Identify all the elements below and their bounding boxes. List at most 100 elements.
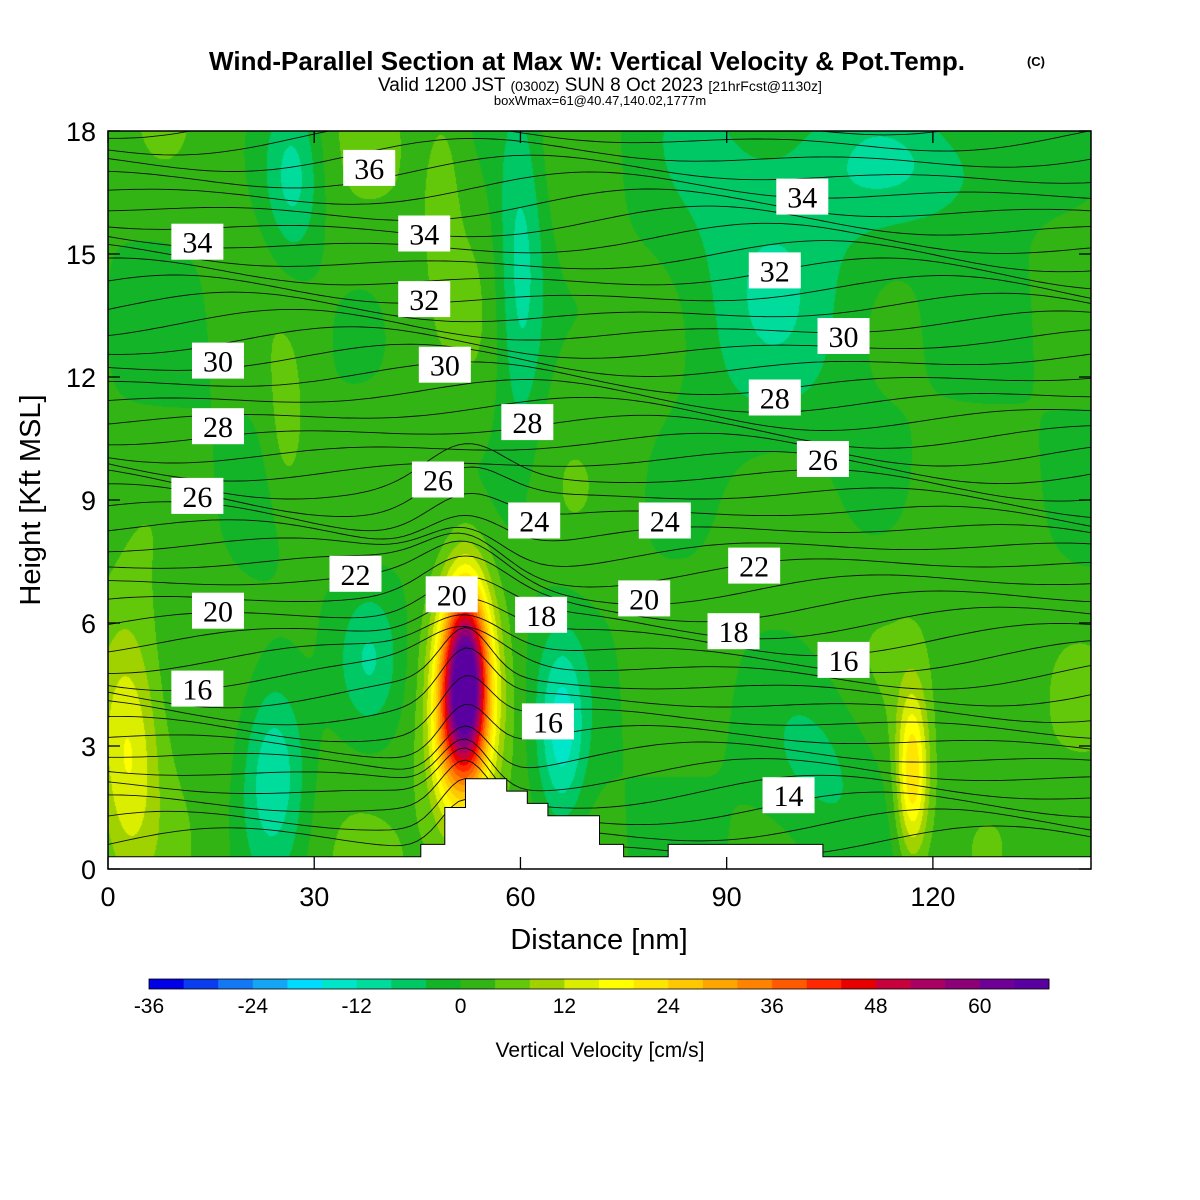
colorbar-swatch — [460, 979, 496, 989]
theta-contour-line — [108, 414, 1091, 449]
theta-contour-label: 20 — [618, 580, 671, 617]
theta-contour-line — [108, 725, 1091, 770]
theta-contour-line — [108, 379, 1091, 414]
box-wmax-info: boxWmax=61@40.47,140.02,1777m — [494, 93, 706, 108]
svg-text:26: 26 — [808, 444, 838, 477]
x-axis-label: Distance [nm] — [510, 924, 687, 956]
y-tick-label: 6 — [81, 609, 96, 639]
svg-text:14: 14 — [774, 780, 804, 813]
valid-forecast: [21hrFcst@1130z] — [708, 78, 822, 94]
theta-contour-label: 22 — [329, 555, 382, 592]
theta-contour-line — [108, 626, 1091, 709]
colorbar-tick-label: 0 — [455, 995, 467, 1018]
y-tick-label: 18 — [66, 117, 96, 147]
theta-contour-line — [108, 647, 1091, 726]
theta-contour-line — [108, 492, 1091, 532]
colorbar-swatch — [391, 979, 427, 989]
theta-contour-label: 18 — [707, 613, 760, 650]
colorbar-swatch — [252, 979, 288, 989]
colorbar-tick-label: 24 — [657, 995, 681, 1018]
colorbar-tick-label: 36 — [760, 995, 783, 1018]
theta-contour-line — [108, 240, 1091, 273]
theta-contour-line — [108, 466, 1091, 518]
theta-contour-line — [108, 188, 1091, 221]
theta-contour-line — [108, 291, 1091, 323]
x-tick-label: 30 — [299, 882, 329, 912]
svg-text:28: 28 — [203, 411, 233, 444]
colorbar-swatch — [599, 979, 635, 989]
svg-text:16: 16 — [533, 706, 563, 739]
terrain-mask — [108, 778, 1091, 869]
svg-text:26: 26 — [423, 465, 453, 498]
theta-contour-line — [108, 131, 1091, 156]
theta-contour-line — [108, 274, 1091, 304]
valid-date: SUN 8 Oct 2023 — [565, 75, 703, 96]
colorbar-swatch — [529, 979, 565, 989]
valid-line: Valid 1200 JST (0300Z) SUN 8 Oct 2023 [2… — [378, 75, 822, 96]
colorbar-swatch — [910, 979, 946, 989]
y-tick-label: 9 — [81, 486, 96, 516]
copyright-mark: (C) — [1027, 54, 1045, 69]
theta-contour-line — [108, 257, 1091, 290]
theta-contour-label: 34 — [776, 178, 829, 215]
valid-prefix: Valid 1200 JST — [378, 75, 506, 96]
svg-text:36: 36 — [354, 153, 384, 186]
theta-contour-label: 34 — [171, 223, 224, 260]
x-tick-label: 0 — [100, 882, 115, 912]
colorbar-swatch — [772, 979, 808, 989]
theta-contour-label: 18 — [515, 596, 568, 633]
svg-text:28: 28 — [512, 407, 542, 440]
theta-contour-line — [108, 540, 1091, 605]
theta-contour-label: 26 — [411, 461, 464, 498]
colorbar-swatch — [425, 979, 461, 989]
colorbar-swatch — [356, 979, 392, 989]
colorbar-swatch — [737, 979, 773, 989]
x-tick-label: 60 — [505, 882, 535, 912]
theta-contour-label: 26 — [796, 441, 849, 477]
colorbar-swatch — [1014, 979, 1050, 989]
y-tick-label: 0 — [81, 855, 96, 885]
x-tick-label: 90 — [712, 882, 742, 912]
theta-contour-line — [108, 598, 1091, 657]
theta-contour-label: 34 — [398, 215, 451, 252]
theta-contour-label: 30 — [817, 318, 870, 354]
y-tick-label: 15 — [66, 240, 96, 270]
y-tick-label: 12 — [66, 363, 96, 393]
y-tick-label: 3 — [81, 732, 96, 762]
colorbar-tick-label: 60 — [968, 995, 991, 1018]
svg-text:30: 30 — [430, 350, 460, 383]
colorbar-swatch — [149, 979, 185, 989]
theta-contour-label: 30 — [191, 342, 244, 379]
theta-contour-label: 20 — [191, 592, 244, 629]
svg-text:24: 24 — [519, 506, 549, 539]
theta-contour-label: 30 — [418, 346, 471, 383]
theta-contour-line — [108, 131, 945, 139]
theta-contour-line — [108, 171, 1091, 205]
theta-contour-line — [108, 222, 1091, 254]
colorbar-label: Vertical Velocity [cm/s] — [496, 1039, 705, 1062]
theta-contour-line — [108, 343, 1091, 377]
theta-contour-label: 32 — [398, 281, 451, 318]
colorbar-swatch — [564, 979, 600, 989]
vertical-velocity-field — [108, 131, 1091, 869]
theta-contour-line — [108, 326, 1091, 359]
colorbar-swatch — [218, 979, 254, 989]
svg-text:32: 32 — [409, 284, 439, 317]
colorbar-tick-label: -36 — [134, 995, 164, 1018]
theta-contour-label: 36 — [343, 149, 396, 186]
theta-contour-line — [108, 361, 1091, 396]
theta-contour-line — [108, 205, 1091, 238]
colorbar-swatch — [702, 979, 738, 989]
theta-contour-labels: 14 16 16 16 18 18 20 20 20 22 22 24 24 26 26 26 28 28 28 30… — [171, 149, 870, 814]
theta-contour-label: 28 — [191, 408, 244, 445]
theta-contour-line — [108, 614, 1091, 674]
svg-text:16: 16 — [182, 674, 212, 707]
y-axis-label: Height [Kft MSL] — [15, 394, 47, 605]
plot-area: 14 16 16 16 18 18 20 20 20 22 22 24 24 26 26 26 28 28 28 30… — [108, 131, 1091, 869]
theta-contour-line — [108, 576, 1091, 640]
colorbar-swatch — [806, 979, 842, 989]
theta-contour-lines — [108, 131, 1091, 858]
terrain-profile — [108, 778, 1091, 869]
